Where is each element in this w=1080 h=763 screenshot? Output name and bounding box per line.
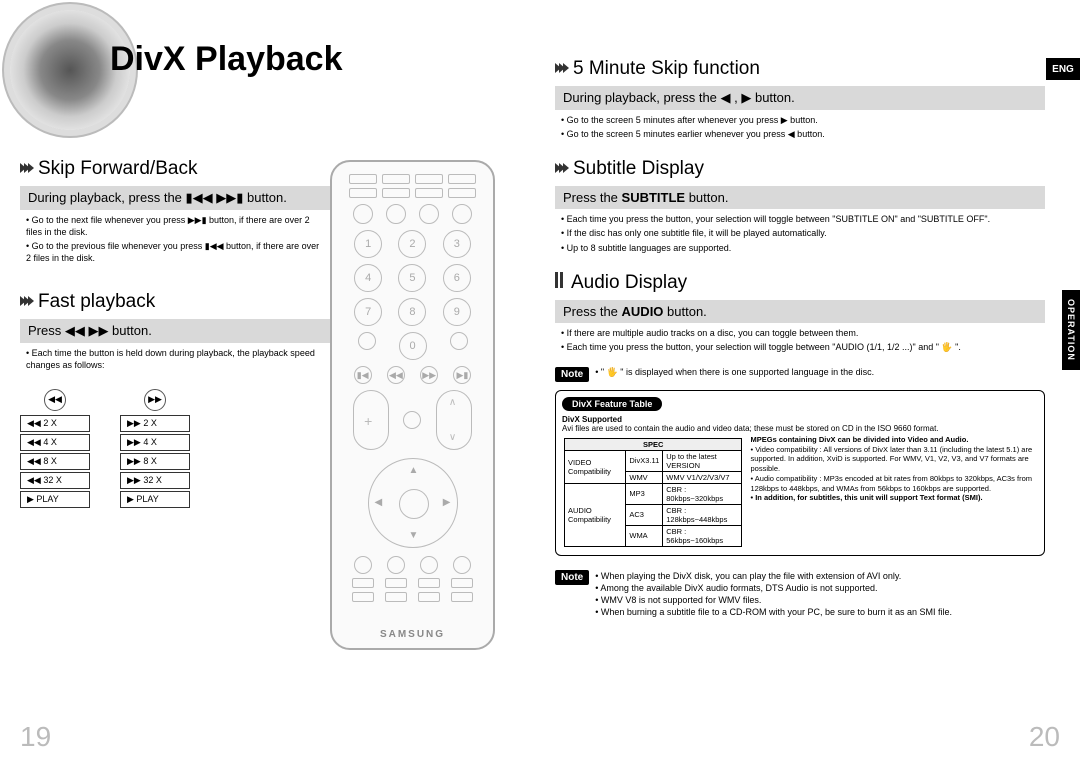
section-fast: Fast playback	[20, 291, 330, 313]
fast-instruction: Press ◀◀ ▶▶ button.	[20, 319, 330, 343]
chevron-icon	[555, 160, 567, 178]
chevron-icon	[555, 60, 567, 78]
fast-bullets: • Each time the button is held down duri…	[20, 343, 330, 379]
audio-note: Note • " 🖐 " is displayed when there is …	[555, 367, 1045, 382]
section-skip: Skip Forward/Back	[20, 158, 330, 180]
audio-bullets: • If there are multiple audio tracks on …	[555, 323, 1045, 361]
skip-bullets: • Go to the next file whenever you press…	[20, 210, 330, 273]
page-number-right: 20	[1029, 721, 1060, 753]
chevron-icon	[20, 160, 32, 178]
feature-notes: MPEGs containing DivX can be divided int…	[744, 435, 1036, 547]
audio-instruction: Press the AUDIO button.	[555, 300, 1045, 323]
speed-table: ◀◀ ◀◀ 2 X ◀◀ 4 X ◀◀ 8 X ◀◀ 32 X ▶ PLAY ▶…	[20, 389, 330, 510]
page-title: DivX Playback	[110, 40, 342, 79]
spec-table: SPEC VIDEO CompatibilityDivX3.11Up to th…	[564, 438, 742, 547]
subtitle-bullets: • Each time you press the button, your s…	[555, 209, 1045, 261]
subtitle-title: Subtitle Display	[573, 158, 704, 180]
section-audio: Audio Display	[555, 272, 1045, 294]
audio-title: Audio Display	[571, 272, 687, 294]
min5-title: 5 Minute Skip function	[573, 58, 760, 80]
remote-control-illustration: 123 456 789 0 ▮◀◀◀▶▶▶▮ + ∧∨ ▲ ▼ ◀ ▶ SAMS…	[330, 160, 495, 650]
min5-bullets: • Go to the screen 5 minutes after whene…	[555, 110, 1045, 148]
bars-icon	[555, 272, 565, 293]
feature-tab: DivX Feature Table	[562, 397, 662, 411]
lang-tab: ENG	[1046, 58, 1080, 80]
section-tab: OPERATION	[1062, 290, 1080, 370]
min5-instruction: During playback, press the ◀ , ▶ button.	[555, 86, 1045, 110]
page-number-left: 19	[20, 721, 51, 753]
bottom-note: Note • When playing the DivX disk, you c…	[555, 570, 1045, 619]
fast-title: Fast playback	[38, 291, 155, 313]
subtitle-instruction: Press the SUBTITLE button.	[555, 186, 1045, 209]
remote-brand: SAMSUNG	[332, 629, 493, 640]
feature-table-box: DivX Feature Table DivX Supported Avi fi…	[555, 390, 1045, 556]
skip-title: Skip Forward/Back	[38, 158, 197, 180]
chevron-icon	[20, 293, 32, 311]
section-5min: 5 Minute Skip function	[555, 58, 1045, 80]
skip-instruction: During playback, press the ▮◀◀ ▶▶▮ butto…	[20, 186, 330, 210]
section-subtitle: Subtitle Display	[555, 158, 1045, 180]
